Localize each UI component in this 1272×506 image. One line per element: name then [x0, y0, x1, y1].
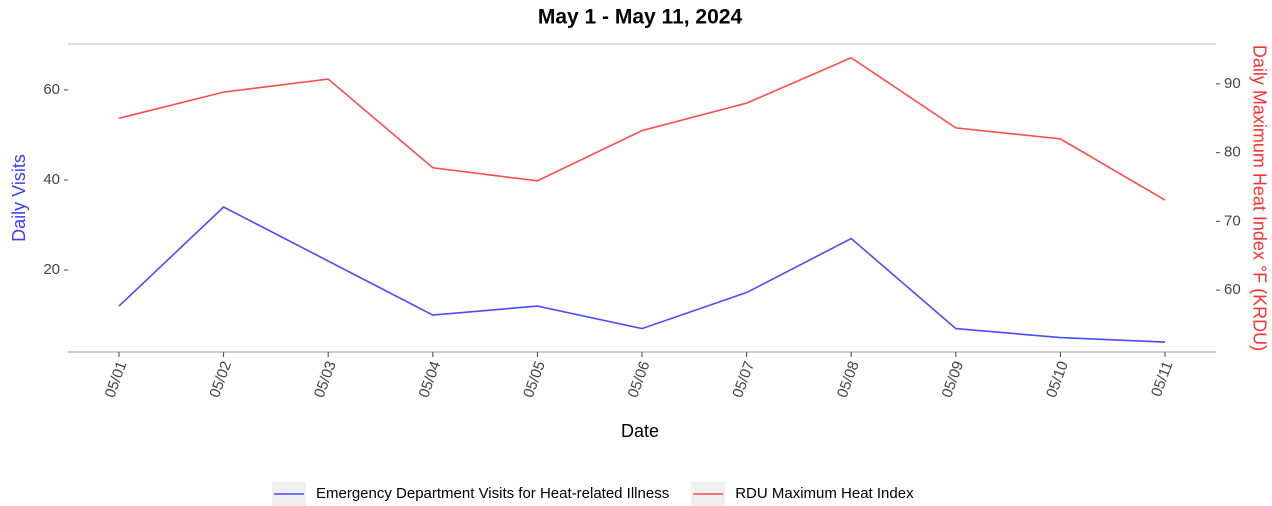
- y-axis-label: Daily Visits: [9, 154, 29, 242]
- y-tick-label: 40: [43, 171, 60, 188]
- y-tick-label: 60: [43, 81, 60, 98]
- y2-tick-label: 60: [1224, 281, 1241, 298]
- x-axis-label: Date: [621, 421, 659, 441]
- y2-tick-label: 90: [1224, 75, 1241, 92]
- x-tick-label: 05/05: [520, 359, 549, 400]
- x-tick-label: 05/04: [415, 359, 444, 400]
- chart-title: May 1 - May 11, 2024: [538, 6, 743, 29]
- y2-tick-label: 80: [1224, 144, 1241, 161]
- y2-axis-label: Daily Maximum Heat Index °F (KRDU): [1249, 45, 1269, 351]
- y-tick-label: 20: [43, 261, 60, 278]
- x-tick-label: 05/11: [1148, 359, 1176, 399]
- x-tick-label: 05/01: [102, 359, 131, 400]
- legend-label: Emergency Department Visits for Heat-rel…: [316, 485, 669, 502]
- x-tick-label: 05/10: [1043, 359, 1072, 400]
- legend-label: RDU Maximum Heat Index: [735, 485, 914, 502]
- x-tick-label: 05/09: [938, 359, 967, 400]
- series-line: [118, 206, 1166, 343]
- series-line: [118, 56, 1166, 201]
- y2-tick-label: 70: [1224, 212, 1241, 229]
- x-tick-label: 05/06: [625, 359, 654, 400]
- x-tick-label: 05/03: [311, 359, 340, 400]
- x-tick-label: 05/07: [729, 359, 758, 400]
- x-tick-label: 05/08: [834, 359, 863, 400]
- x-tick-label: 05/02: [206, 359, 235, 400]
